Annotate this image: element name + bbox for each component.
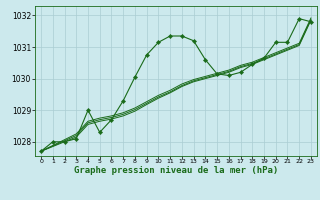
X-axis label: Graphe pression niveau de la mer (hPa): Graphe pression niveau de la mer (hPa) — [74, 166, 278, 175]
